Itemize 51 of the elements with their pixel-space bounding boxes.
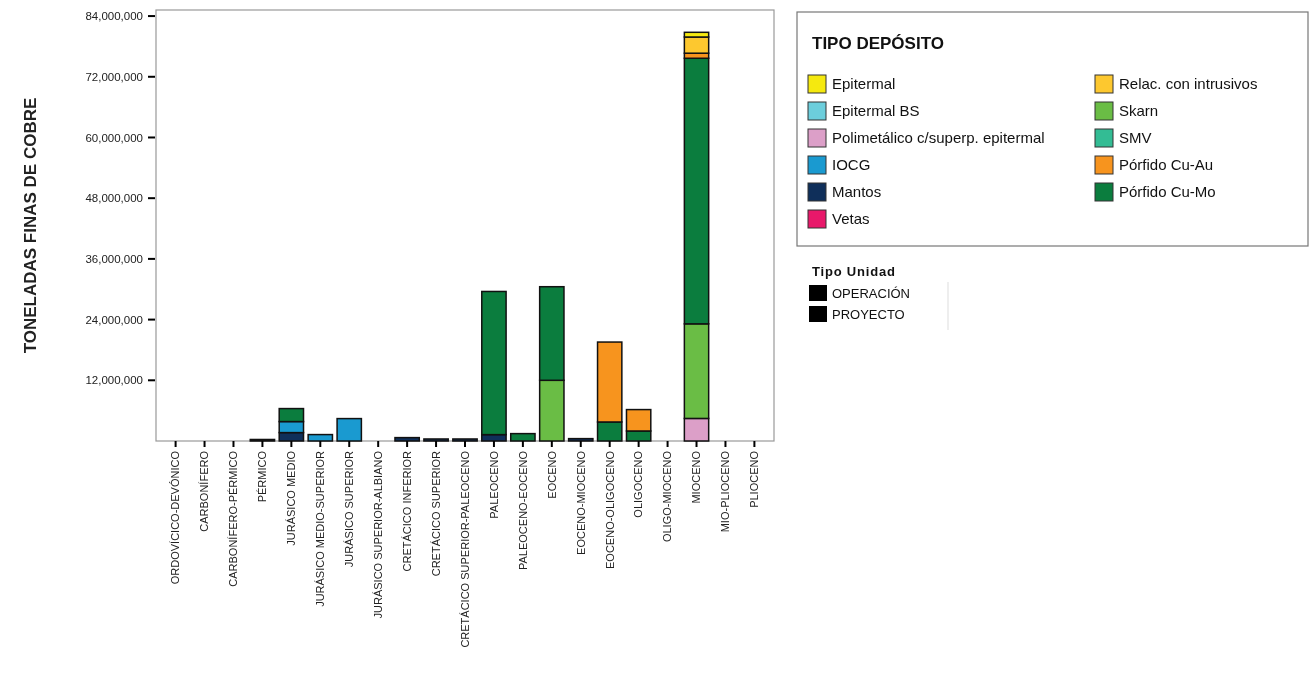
- bar: [509, 432, 536, 442]
- bar: [394, 436, 421, 442]
- x-tick-label: CRETÁCICO INFERIOR: [400, 450, 413, 572]
- x-tick-label: CARBONÍFERO-PÉRMICO: [227, 450, 240, 587]
- x-tick-label: JURÁSICO SUPERIOR-ALBIANO: [372, 450, 385, 619]
- bar: [567, 437, 594, 442]
- legend-label: Vetas: [832, 210, 870, 228]
- x-tick-label: PALEOCENO-EOCENO: [516, 450, 529, 570]
- x-tick-label: CRETÁCICO SUPERIOR: [429, 450, 442, 577]
- bar: [336, 417, 363, 442]
- legend-label: Pórfido Cu-Au: [1119, 156, 1214, 174]
- legend-label: Epitermal BS: [832, 102, 920, 120]
- legend-label: Epitermal: [832, 75, 896, 93]
- text: OPERACIÓN: [832, 285, 911, 301]
- x-tick-label: PALEOCENO: [487, 450, 500, 519]
- text: Tipo Unidad: [812, 264, 896, 279]
- x-tick-label: JURÁSICO MEDIO-SUPERIOR: [314, 450, 327, 607]
- x-tick-label: OLIGO-MIOCENO: [661, 450, 674, 543]
- x-tick-label: PÉRMICO: [256, 450, 269, 503]
- y-tick-label: 60,000,000: [85, 131, 143, 144]
- y-tick-label: 36,000,000: [85, 252, 143, 265]
- x-tick-label: ORDOVÍCICO-DEVÓNICO: [169, 450, 182, 585]
- x-tick-label: JURÁSICO SUPERIOR: [343, 450, 356, 568]
- bar: [423, 438, 449, 442]
- text: PROYECTO: [832, 306, 905, 322]
- legend-label: Mantos: [832, 183, 882, 201]
- x-tick-label: CARBONÍFERO: [198, 450, 211, 532]
- legend-title: TIPO DEPÓSITO: [812, 34, 944, 53]
- legend-label: Skarn: [1119, 102, 1159, 120]
- bar: [307, 433, 334, 442]
- y-tick-label: 48,000,000: [85, 192, 143, 205]
- x-tick-label: EOCENO: [545, 450, 558, 499]
- x-tick-label: CRETÁCICO SUPERIOR-PALEOCENO: [458, 450, 471, 648]
- x-tick-label: PLIOCENO: [748, 450, 761, 508]
- x-tick-label: EOCENO-OLIGOCENO: [603, 450, 616, 569]
- x-tick-label: MIOCENO: [690, 450, 703, 504]
- x-tick-label: OLIGOCENO: [632, 450, 645, 518]
- x-tick-label: MIO-PLIOCENO: [719, 450, 732, 533]
- legend-label: IOCG: [832, 156, 871, 174]
- y-axis-title: TONELADAS FINAS DE COBRE: [20, 97, 40, 354]
- legend-label: SMV: [1119, 129, 1152, 147]
- legend-label: Pórfido Cu-Mo: [1119, 183, 1216, 201]
- y-tick-label: 72,000,000: [85, 70, 143, 83]
- y-tick-label: 12,000,000: [85, 374, 143, 387]
- x-tick-label: JURÁSICO MEDIO: [285, 450, 298, 546]
- y-tick-label: 24,000,000: [85, 313, 143, 326]
- legend-label: Polimetálico c/superp. epitermal: [832, 129, 1045, 147]
- x-tick-label: EOCENO-MIOCENO: [574, 450, 587, 555]
- legend-label: Relac. con intrusivos: [1119, 75, 1258, 93]
- y-tick-label: 84,000,000: [85, 10, 143, 23]
- bar: [452, 438, 478, 442]
